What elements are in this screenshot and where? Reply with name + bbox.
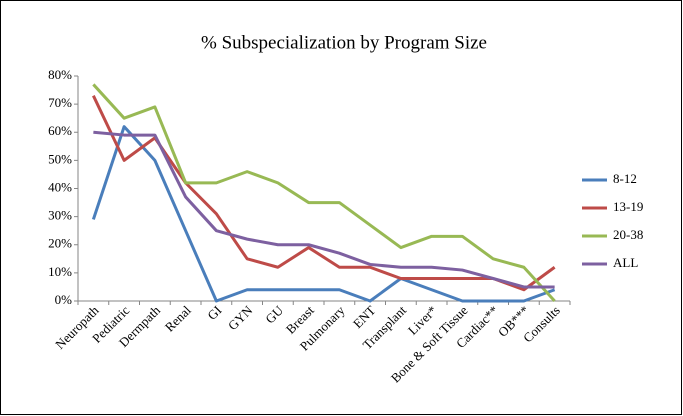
y-tick-label: 20% [48,236,72,251]
y-tick-label: 10% [48,264,72,279]
y-tick-label: 70% [48,95,72,110]
legend-label: 20-38 [613,227,643,242]
legend-label: 8-12 [613,171,637,186]
legend-label: ALL [613,255,638,270]
y-tick-label: 0% [55,292,73,307]
y-tick-label: 40% [48,179,72,194]
chart-title: % Subspecialization by Program Size [201,32,487,53]
series-line [92,95,556,292]
series-line [91,125,556,303]
y-tick-label: 80% [48,67,72,82]
series-line [93,130,555,289]
series-line [92,83,556,303]
y-tick-label: 50% [48,151,72,166]
legend-label: 13-19 [613,199,643,214]
y-tick-label: 30% [48,208,72,223]
y-tick-label: 60% [48,123,72,138]
